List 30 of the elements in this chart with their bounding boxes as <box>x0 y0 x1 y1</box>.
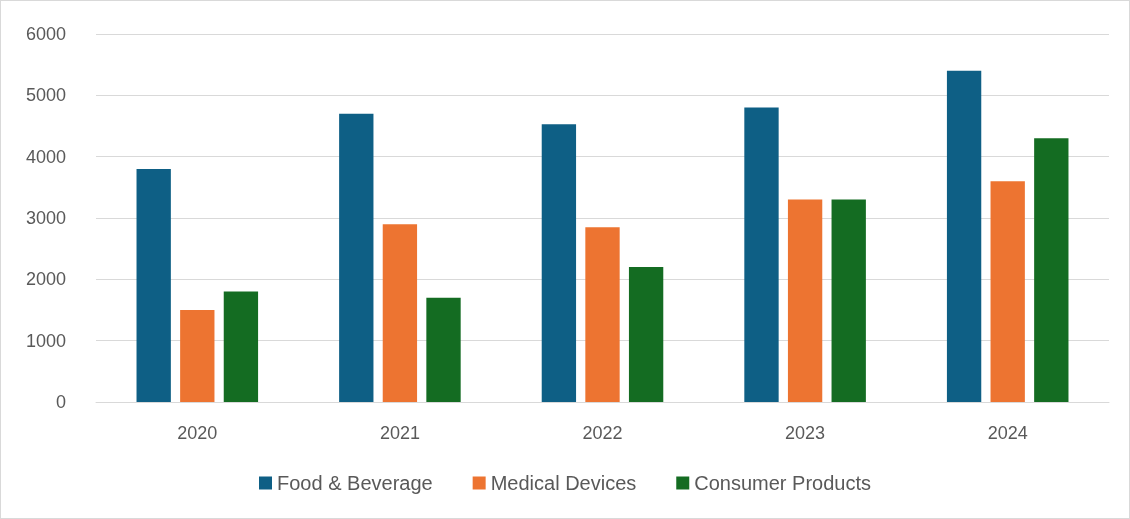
y-tick-label: 0 <box>55 392 66 412</box>
x-tick-label: 2023 <box>785 423 826 443</box>
bar <box>339 113 374 402</box>
x-tick-label: 2024 <box>987 423 1028 443</box>
legend-label: Medical Devices <box>490 472 637 494</box>
bar <box>744 107 779 402</box>
y-tick-label: 1000 <box>25 330 66 351</box>
legend-label: Consumer Products <box>694 472 872 494</box>
bar <box>223 291 259 402</box>
bar <box>382 224 418 402</box>
bar <box>946 70 982 402</box>
bar <box>136 168 171 402</box>
bar <box>541 124 577 402</box>
legend-label: Food & Beverage <box>277 472 433 494</box>
x-tick-label: 2021 <box>379 423 420 443</box>
bar <box>585 227 620 402</box>
bar <box>787 199 823 402</box>
bar <box>1034 138 1069 402</box>
bar <box>426 297 461 402</box>
y-tick-label: 6000 <box>25 24 66 44</box>
x-tick-label: 2022 <box>582 423 623 443</box>
y-tick-label: 3000 <box>25 208 66 228</box>
y-tick-label: 4000 <box>25 146 66 167</box>
bar <box>180 310 215 402</box>
bar <box>990 181 1025 402</box>
y-tick-label: 2000 <box>25 269 66 290</box>
bar <box>831 199 866 402</box>
y-tick-label: 5000 <box>25 85 66 106</box>
bar <box>628 267 664 402</box>
x-tick-label: 2020 <box>177 423 218 443</box>
